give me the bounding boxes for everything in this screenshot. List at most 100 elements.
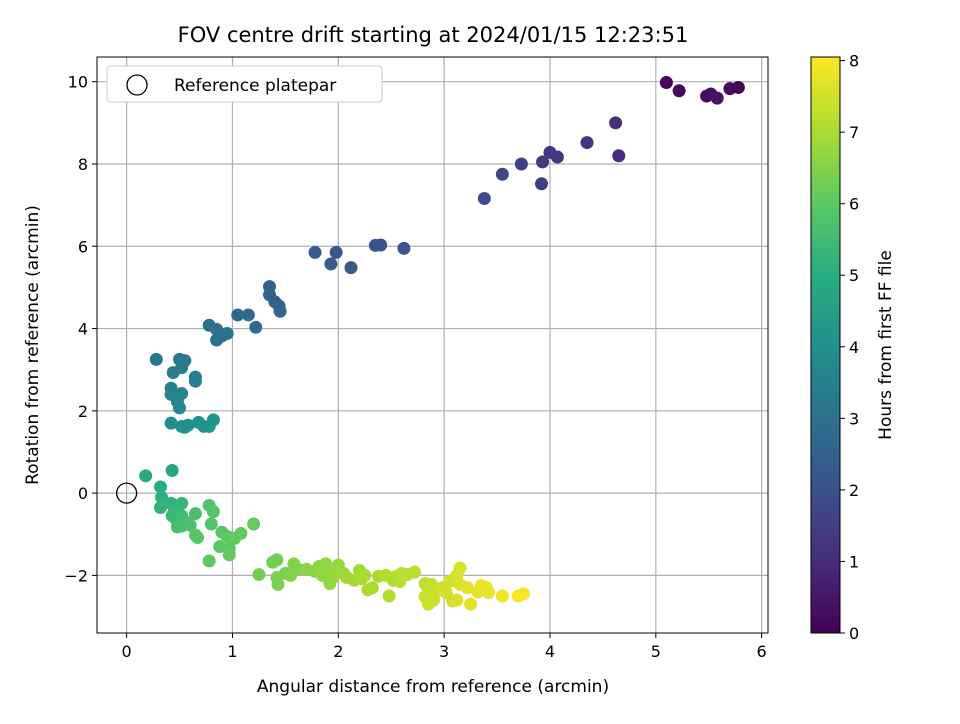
data-point xyxy=(397,241,411,255)
y-tick-label: −2 xyxy=(64,566,88,585)
data-point xyxy=(247,517,261,531)
data-point xyxy=(612,149,626,163)
data-point xyxy=(514,157,528,171)
data-point xyxy=(183,518,197,532)
data-point xyxy=(222,548,236,562)
legend: Reference platepar xyxy=(106,65,383,103)
data-point xyxy=(271,577,285,591)
data-point xyxy=(495,167,509,181)
data-point xyxy=(368,238,382,252)
data-point xyxy=(210,333,224,347)
x-tick-label: 3 xyxy=(439,642,449,661)
data-point xyxy=(453,561,467,575)
data-point xyxy=(358,568,372,582)
data-point xyxy=(220,326,234,340)
data-point xyxy=(188,507,202,521)
colorbar-tick-label: 7 xyxy=(849,123,859,142)
data-point xyxy=(517,587,531,601)
data-point xyxy=(173,401,187,415)
y-axis-ticks: −2 0 2 4 6 8 10 xyxy=(64,73,97,585)
data-point xyxy=(231,308,245,322)
y-tick-label: 8 xyxy=(78,155,88,174)
y-tick-label: 6 xyxy=(78,237,88,256)
data-point xyxy=(249,320,263,334)
x-tick-label: 0 xyxy=(122,642,132,661)
y-tick-label: 0 xyxy=(78,484,88,503)
data-point xyxy=(252,568,266,582)
y-tick-label: 2 xyxy=(78,402,88,421)
x-tick-label: 6 xyxy=(757,642,767,661)
y-tick-label: 10 xyxy=(68,73,88,92)
data-point xyxy=(188,374,202,388)
x-axis-label: Angular distance from reference (arcmin) xyxy=(257,677,609,697)
data-point xyxy=(308,245,322,259)
colorbar-label: Hours from first FF file xyxy=(876,250,896,440)
data-point xyxy=(482,586,496,600)
data-point xyxy=(164,416,178,430)
legend-marker xyxy=(126,74,148,96)
data-point xyxy=(154,480,168,494)
data-point xyxy=(154,501,168,515)
data-point xyxy=(181,418,195,432)
data-point xyxy=(241,308,255,322)
data-point xyxy=(536,155,550,169)
data-point xyxy=(672,84,686,98)
data-point xyxy=(324,257,338,271)
data-point xyxy=(344,261,358,275)
colorbar-tick-label: 2 xyxy=(849,481,859,500)
data-point xyxy=(165,463,179,477)
data-point xyxy=(139,469,153,483)
data-point xyxy=(270,553,284,567)
chart-title: FOV centre drift starting at 2024/01/15 … xyxy=(178,23,689,47)
data-point xyxy=(495,589,509,603)
data-point xyxy=(731,80,745,94)
data-point xyxy=(659,76,673,90)
colorbar-ticks: 0 1 2 3 4 5 6 7 8 xyxy=(840,52,859,643)
data-point xyxy=(382,589,396,603)
data-point xyxy=(204,517,218,531)
data-point xyxy=(464,597,478,611)
data-point xyxy=(155,490,169,504)
data-point xyxy=(408,565,422,579)
legend-label: Reference platepar xyxy=(174,76,336,96)
data-point xyxy=(609,116,623,130)
data-point xyxy=(149,352,163,366)
data-point xyxy=(450,593,464,607)
data-point xyxy=(477,192,491,206)
data-point xyxy=(234,526,248,540)
legend-box xyxy=(106,65,383,103)
data-point xyxy=(206,413,220,427)
x-tick-label: 5 xyxy=(651,642,661,661)
colorbar-tick-label: 1 xyxy=(849,552,859,571)
data-points xyxy=(115,76,745,611)
colorbar-tick-label: 5 xyxy=(849,266,859,285)
data-point xyxy=(550,150,564,164)
x-tick-label: 4 xyxy=(545,642,555,661)
data-point xyxy=(273,304,287,318)
grid-lines xyxy=(97,57,768,633)
reference-marker xyxy=(115,482,138,504)
colorbar-tick-label: 6 xyxy=(849,195,859,214)
colorbar-tick-label: 0 xyxy=(849,624,859,643)
data-point xyxy=(535,177,549,191)
plot-frame xyxy=(96,56,769,634)
data-point xyxy=(206,505,220,519)
y-tick-label: 4 xyxy=(78,320,88,339)
colorbar-tick-label: 4 xyxy=(849,338,859,357)
data-point xyxy=(191,531,205,545)
data-point xyxy=(580,136,594,150)
data-point xyxy=(365,581,379,595)
data-point xyxy=(202,554,216,568)
colorbar-gradient xyxy=(810,56,841,634)
colorbar-tick-label: 8 xyxy=(849,52,859,71)
x-tick-label: 1 xyxy=(227,642,237,661)
colorbar-tick-label: 3 xyxy=(849,409,859,428)
data-point xyxy=(710,91,724,105)
y-axis-label: Rotation from reference (arcmin) xyxy=(23,205,43,485)
data-point xyxy=(166,366,180,380)
data-point xyxy=(460,581,474,595)
x-axis-ticks: 0 1 2 3 4 5 6 xyxy=(122,633,767,661)
x-tick-label: 2 xyxy=(333,642,343,661)
colorbar: 0 1 2 3 4 5 6 7 8 Hours from first FF file xyxy=(810,52,896,643)
